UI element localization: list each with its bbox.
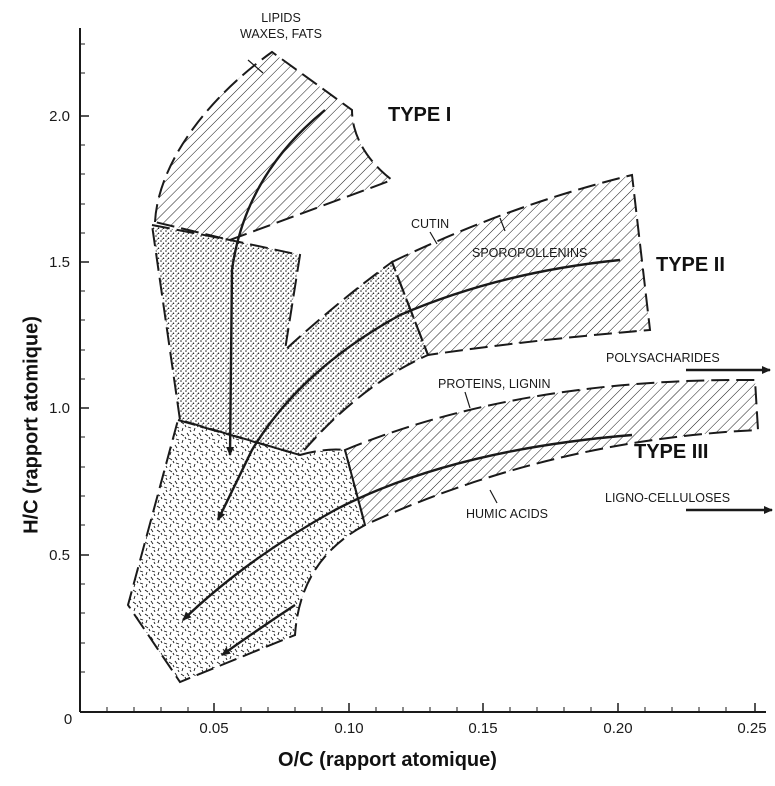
y-ticks	[80, 115, 89, 556]
y-minor-ticks	[80, 43, 85, 673]
proteins-leader-line	[464, 391, 471, 409]
x-tick-label: 0.15	[468, 720, 497, 737]
type-iii-path-arrow	[182, 433, 633, 621]
annotation-cutin: CUTIN	[411, 217, 449, 231]
annotation-polysacharides: POLYSACHARIDES	[606, 351, 720, 365]
y-tick-label: 1.5	[49, 254, 70, 271]
type-ii-hatched-band	[390, 173, 652, 357]
annotation-lipids: LIPIDS	[261, 11, 301, 25]
x-axis-title: O/C (rapport atomique)	[278, 749, 497, 771]
type-i-hatched-band	[153, 50, 395, 242]
type-ii-path-arrow	[216, 258, 621, 521]
x-tick-label: 0	[64, 711, 72, 728]
annotation-ligno-celluloses: LIGNO-CELLULOSES	[605, 491, 730, 505]
y-tick-label: 1.0	[49, 400, 70, 417]
residual-path-arrow	[221, 603, 296, 656]
type-iii-label: TYPE III	[634, 441, 709, 463]
y-axis-title: H/C (rapport atomique)	[20, 316, 43, 534]
x-tick-label: 0.05	[199, 720, 228, 737]
y-tick-label: 0.5	[49, 547, 70, 564]
type-i-label: TYPE I	[388, 104, 452, 126]
x-tick-label: 0.10	[334, 720, 363, 737]
sporopollenins-leader-line	[499, 217, 506, 232]
annotation-humic-acids: HUMIC ACIDS	[466, 507, 548, 521]
stippled-diagenesis-zone	[150, 223, 430, 457]
x-tick-label: 0.20	[603, 720, 632, 737]
annotation-waxes-fats: WAXES, FATS	[240, 27, 322, 41]
type-i-path-arrow	[226, 109, 326, 456]
annotation-proteins-lignin: PROTEINS, LIGNIN	[438, 377, 551, 391]
humic-leader-line	[489, 489, 498, 504]
x-minor-ticks	[106, 707, 727, 712]
x-ticks	[213, 703, 756, 712]
x-tick-label: 0.25	[737, 720, 766, 737]
type-ii-label: TYPE II	[656, 254, 725, 276]
annotation-sporopollenins: SPOROPOLLENINS	[472, 246, 587, 260]
y-tick-label: 2.0	[49, 108, 70, 125]
cutin-leader-line	[429, 231, 438, 245]
type-iii-hatched-band	[343, 378, 760, 527]
waxes-leader-line	[247, 59, 264, 74]
